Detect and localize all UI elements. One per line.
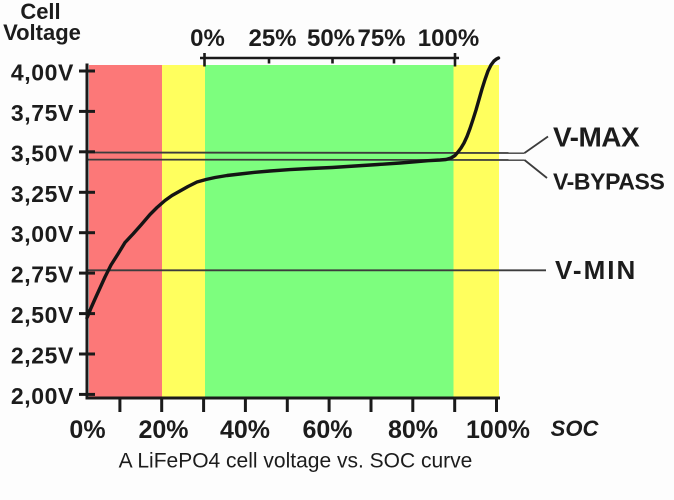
svg-text:4,00V: 4,00V	[11, 60, 74, 86]
svg-text:Voltage: Voltage	[3, 20, 81, 45]
svg-text:50%: 50%	[307, 25, 355, 52]
svg-text:0%: 0%	[69, 416, 105, 444]
svg-text:2,75V: 2,75V	[11, 262, 74, 288]
svg-text:2,50V: 2,50V	[11, 302, 74, 328]
svg-text:40%: 40%	[220, 416, 270, 444]
svg-text:100%: 100%	[466, 416, 530, 444]
svg-text:80%: 80%	[388, 416, 438, 444]
svg-text:V-MIN: V-MIN	[555, 255, 637, 285]
svg-text:25%: 25%	[248, 25, 296, 52]
svg-text:100%: 100%	[418, 25, 479, 52]
svg-text:3,75V: 3,75V	[11, 100, 74, 126]
svg-text:3,50V: 3,50V	[11, 140, 74, 166]
svg-text:75%: 75%	[357, 25, 405, 52]
svg-text:V-BYPASS: V-BYPASS	[553, 169, 664, 195]
svg-text:20%: 20%	[138, 416, 188, 444]
svg-text:60%: 60%	[302, 416, 352, 444]
svg-text:2,25V: 2,25V	[11, 343, 74, 369]
svg-text:SOC: SOC	[551, 416, 600, 441]
svg-text:V-MAX: V-MAX	[553, 122, 640, 153]
svg-text:0%: 0%	[190, 25, 225, 52]
svg-text:Cell: Cell	[20, 0, 60, 24]
svg-text:A LiFePO4 cell voltage vs. SOC: A LiFePO4 cell voltage vs. SOC curve	[119, 450, 473, 473]
svg-text:3,00V: 3,00V	[11, 221, 74, 247]
svg-text:3,25V: 3,25V	[11, 181, 74, 207]
svg-text:2,00V: 2,00V	[11, 383, 74, 409]
